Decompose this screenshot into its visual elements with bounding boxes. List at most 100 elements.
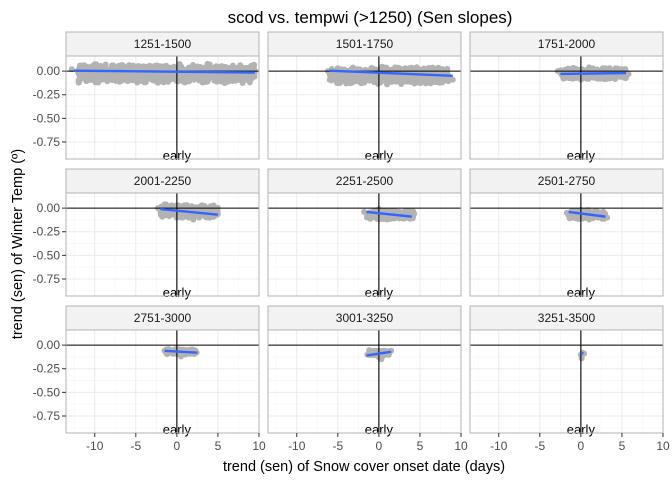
facet-strip: [65, 168, 260, 194]
early-annotation: early: [567, 148, 596, 163]
panel-border: [65, 55, 260, 160]
data-point: [178, 63, 185, 70]
y-tick-label: -0.25: [33, 225, 61, 239]
x-tick-label: 5: [215, 439, 222, 453]
panel-border: [267, 192, 462, 297]
y-tick-label: -0.75: [33, 409, 61, 423]
early-annotation: early: [567, 285, 596, 300]
data-point: [236, 76, 243, 83]
data-point: [214, 73, 221, 80]
facet-label: 2501-2750: [538, 174, 596, 188]
data-point: [154, 79, 161, 86]
data-point: [334, 80, 341, 87]
y-tick-label: -0.50: [33, 385, 61, 399]
panel-border: [469, 55, 664, 160]
data-point: [108, 70, 115, 77]
data-point: [88, 76, 95, 83]
facet-panel: 1751-2000 early: [469, 31, 664, 163]
sen-fit-line: [560, 71, 627, 76]
data-point: [229, 77, 236, 84]
data-point: [359, 75, 366, 82]
sen-fit-line: [580, 351, 584, 355]
y-tick-label: -0.25: [33, 362, 61, 376]
y-tick-label: -0.25: [33, 88, 61, 102]
facet-strip: [469, 305, 664, 331]
data-point: [594, 75, 601, 82]
data-point: [389, 73, 396, 80]
data-point: [170, 73, 177, 80]
facet-panels: 1251-1500 early 0.00 -0.25 -0.50 -0.75 1501-17…: [33, 31, 670, 453]
facet-panel: 2001-2250 early 0.00 -0.25 -0.50 -0.75: [33, 168, 260, 300]
data-point: [604, 214, 611, 221]
data-point: [563, 209, 570, 216]
data-point: [602, 65, 609, 72]
data-point: [204, 78, 211, 85]
x-tick-label: -5: [332, 439, 343, 453]
facet-label: 1751-2000: [538, 37, 596, 51]
sen-fit-line: [74, 69, 255, 74]
data-point: [384, 216, 391, 223]
data-point: [578, 355, 585, 362]
sen-fit-line: [366, 210, 412, 218]
data-point: [599, 209, 606, 216]
x-tick-label: 0: [174, 439, 181, 453]
data-point: [206, 214, 213, 221]
facet-strip: [65, 31, 260, 57]
data-point: [249, 62, 256, 69]
x-tick-label: 10: [656, 439, 670, 453]
data-point: [378, 356, 385, 363]
data-point: [206, 61, 213, 68]
data-point: [382, 65, 389, 72]
data-point: [400, 77, 407, 84]
facet-panel: 2251-2500 early: [267, 168, 462, 300]
chart-title: scod vs. tempwi (>1250) (Sen slopes): [228, 8, 513, 27]
data-point: [120, 62, 127, 69]
data-point: [182, 79, 189, 86]
panel-border: [267, 329, 462, 434]
data-point: [231, 72, 238, 79]
data-point: [126, 74, 133, 81]
facet-label: 3251-3500: [538, 311, 596, 325]
data-point: [136, 65, 143, 72]
data-point: [149, 65, 156, 72]
data-point: [190, 62, 197, 69]
facet-panel: 1501-1750 early: [267, 31, 462, 163]
y-tick-label: -0.50: [33, 248, 61, 262]
data-point: [583, 74, 590, 81]
y-tick-label: 0.00: [37, 338, 61, 352]
data-point: [113, 71, 120, 78]
data-point: [383, 73, 390, 80]
y-tick-label: -0.75: [33, 135, 61, 149]
facet-strip: [267, 168, 462, 194]
data-point: [165, 209, 172, 216]
sen-fit-line: [366, 350, 392, 357]
data-point: [149, 71, 156, 78]
x-tick-label: -10: [86, 439, 104, 453]
data-point: [586, 64, 593, 71]
data-point: [392, 64, 399, 71]
data-point: [190, 216, 197, 223]
sen-fit-line: [568, 210, 606, 218]
x-axis-label: trend (sen) of Snow cover onset date (da…: [223, 459, 505, 475]
data-point: [343, 71, 350, 78]
data-point: [82, 75, 89, 82]
data-point: [371, 347, 378, 354]
data-point: [581, 67, 588, 74]
data-point: [75, 79, 82, 86]
data-point: [411, 210, 418, 217]
data-point: [361, 208, 368, 215]
x-tick-label: 5: [619, 439, 626, 453]
y-tick-label: -0.75: [33, 272, 61, 286]
y-tick-label: 0.00: [37, 201, 61, 215]
sen-fit-line: [160, 207, 219, 216]
data-point: [223, 64, 230, 71]
data-point: [569, 65, 576, 72]
y-tick-label: 0.00: [37, 64, 61, 78]
data-point: [569, 214, 576, 221]
data-point: [163, 62, 170, 69]
data-point: [431, 65, 438, 72]
panel-border: [469, 192, 664, 297]
data-point: [392, 207, 399, 214]
data-point: [443, 77, 450, 84]
